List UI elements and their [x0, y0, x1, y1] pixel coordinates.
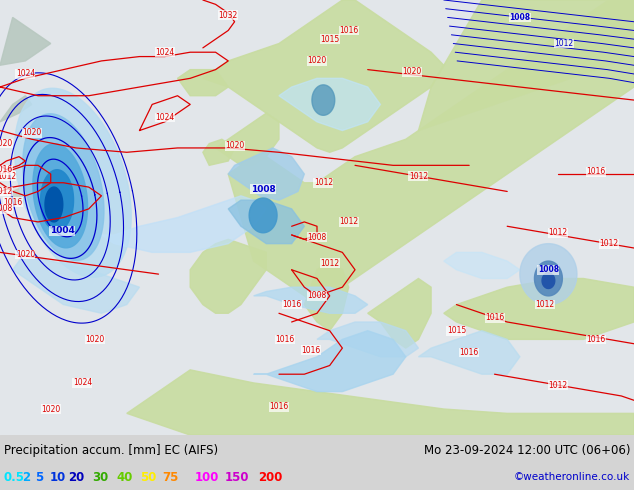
Text: 1012: 1012	[339, 218, 358, 226]
Polygon shape	[317, 322, 418, 357]
Text: 1012: 1012	[0, 172, 16, 181]
Text: 1024: 1024	[155, 48, 174, 57]
Text: 1016: 1016	[586, 168, 605, 176]
Text: 1024: 1024	[155, 113, 174, 122]
Polygon shape	[127, 370, 634, 435]
Text: ©weatheronline.co.uk: ©weatheronline.co.uk	[514, 472, 630, 482]
Text: 1012: 1012	[555, 39, 574, 48]
Polygon shape	[368, 278, 431, 348]
Polygon shape	[228, 148, 304, 200]
Text: 1012: 1012	[320, 259, 339, 268]
Polygon shape	[23, 114, 104, 261]
Text: 1012: 1012	[548, 381, 567, 390]
Text: 200: 200	[258, 470, 282, 484]
Text: 1016: 1016	[269, 402, 288, 411]
Text: 1012: 1012	[548, 228, 567, 237]
Polygon shape	[444, 278, 634, 340]
Polygon shape	[418, 331, 520, 374]
Polygon shape	[542, 273, 555, 289]
Text: 1008: 1008	[0, 204, 13, 213]
Text: 1008: 1008	[250, 185, 276, 194]
Text: 2: 2	[22, 470, 30, 484]
Text: 1016: 1016	[282, 300, 301, 309]
Polygon shape	[254, 287, 368, 313]
Polygon shape	[304, 261, 349, 331]
Text: 1016: 1016	[3, 198, 22, 207]
Polygon shape	[249, 198, 277, 233]
Polygon shape	[228, 200, 304, 244]
Text: 1016: 1016	[339, 26, 358, 35]
Text: 1020: 1020	[307, 56, 327, 66]
Text: Mo 23-09-2024 12:00 UTC (06+06): Mo 23-09-2024 12:00 UTC (06+06)	[424, 443, 630, 457]
Polygon shape	[203, 0, 444, 152]
Text: 1008: 1008	[307, 292, 327, 300]
Polygon shape	[33, 144, 87, 248]
Text: 50: 50	[140, 470, 157, 484]
Text: 1032: 1032	[219, 11, 238, 20]
Polygon shape	[216, 113, 279, 165]
Polygon shape	[203, 139, 235, 165]
Text: 1020: 1020	[86, 335, 105, 344]
Polygon shape	[41, 170, 74, 231]
Text: 1020: 1020	[403, 67, 422, 76]
Text: 1016: 1016	[301, 346, 320, 355]
Text: 75: 75	[162, 470, 178, 484]
Text: 1024: 1024	[73, 378, 92, 388]
Text: 150: 150	[225, 470, 250, 484]
Text: 1015: 1015	[320, 35, 339, 44]
Text: 1015: 1015	[447, 326, 466, 335]
Polygon shape	[254, 331, 406, 392]
Polygon shape	[190, 239, 266, 313]
Text: 1016: 1016	[485, 313, 504, 322]
Text: 1012: 1012	[409, 172, 428, 181]
Text: 1012: 1012	[536, 300, 555, 309]
Text: 100: 100	[195, 470, 219, 484]
Text: 1008: 1008	[538, 265, 559, 274]
Polygon shape	[0, 18, 51, 65]
Text: 20: 20	[68, 470, 84, 484]
Text: 1020: 1020	[22, 128, 41, 137]
Polygon shape	[45, 187, 63, 222]
Text: 0.5: 0.5	[4, 470, 25, 484]
Text: 1016: 1016	[460, 348, 479, 357]
Text: 1016: 1016	[0, 165, 13, 174]
Polygon shape	[15, 88, 131, 277]
Text: 1020: 1020	[16, 250, 35, 259]
Polygon shape	[6, 183, 38, 209]
Polygon shape	[228, 0, 634, 305]
Text: 1024: 1024	[16, 70, 35, 78]
Text: 1020: 1020	[41, 405, 60, 414]
Text: 5: 5	[35, 470, 43, 484]
Polygon shape	[178, 70, 228, 96]
Text: 30: 30	[92, 470, 108, 484]
Text: 1012: 1012	[599, 239, 618, 248]
Text: 1008: 1008	[307, 233, 327, 242]
Text: 1012: 1012	[314, 178, 333, 187]
Text: 10: 10	[50, 470, 66, 484]
Text: 1020: 1020	[225, 141, 244, 150]
Polygon shape	[13, 252, 139, 313]
Polygon shape	[418, 0, 634, 130]
Text: 1012: 1012	[0, 187, 13, 196]
Polygon shape	[312, 85, 335, 115]
Text: 40: 40	[116, 470, 133, 484]
Text: 1016: 1016	[586, 335, 605, 344]
Polygon shape	[534, 261, 562, 296]
Polygon shape	[0, 96, 32, 122]
Text: 1020: 1020	[0, 139, 13, 148]
Polygon shape	[101, 196, 266, 252]
Polygon shape	[520, 244, 577, 305]
Text: 1016: 1016	[276, 335, 295, 344]
Polygon shape	[279, 78, 380, 130]
Text: 1004: 1004	[49, 226, 75, 235]
Text: Precipitation accum. [mm] EC (AIFS): Precipitation accum. [mm] EC (AIFS)	[4, 443, 218, 457]
Polygon shape	[444, 252, 520, 278]
Text: 1008: 1008	[509, 13, 531, 22]
